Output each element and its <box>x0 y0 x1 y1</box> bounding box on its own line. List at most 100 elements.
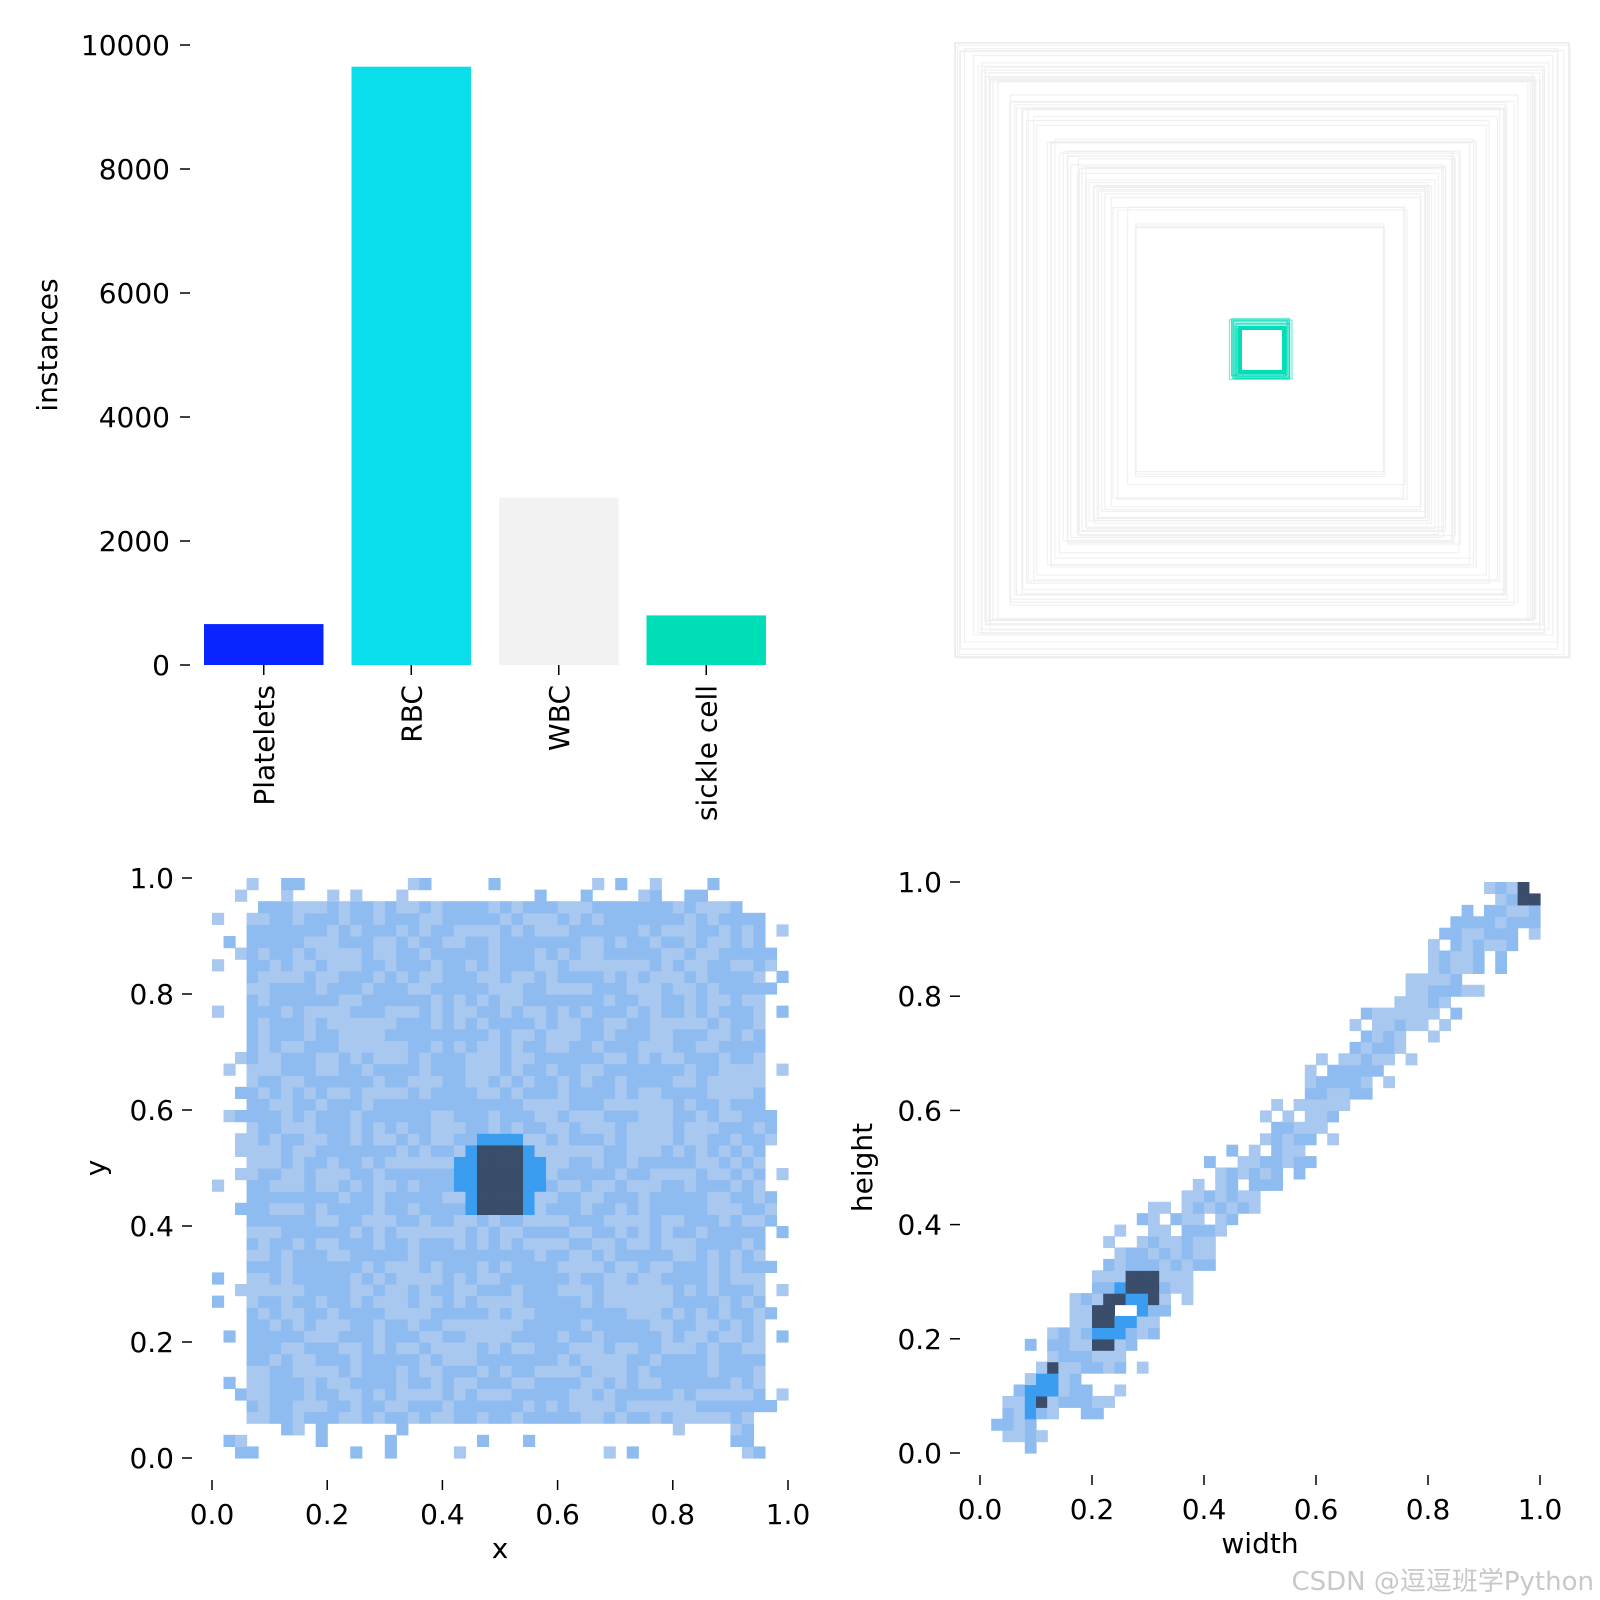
histogram-cell <box>695 1098 708 1111</box>
histogram-cell <box>580 1226 593 1239</box>
histogram-cell <box>546 1191 559 1204</box>
histogram-cell <box>649 1191 662 1204</box>
histogram-cell <box>638 1017 651 1030</box>
histogram-cell <box>534 1191 547 1204</box>
histogram-cell <box>407 1330 420 1343</box>
histogram-cell <box>1226 1167 1239 1180</box>
histogram-cell <box>580 1237 593 1250</box>
histogram-cell <box>546 1353 559 1366</box>
histogram-cell <box>407 994 420 1007</box>
histogram-cell <box>1416 984 1429 997</box>
histogram-cell <box>1215 1201 1227 1214</box>
histogram-cell <box>350 1260 363 1273</box>
histogram-cell <box>442 1040 455 1053</box>
histogram-cell <box>741 1214 755 1227</box>
histogram-cell <box>373 1284 386 1297</box>
label-box <box>1046 142 1470 566</box>
histogram-cell <box>407 959 420 972</box>
histogram-cell <box>1405 984 1418 997</box>
histogram-cell <box>258 1202 271 1215</box>
histogram-cell <box>373 1307 386 1320</box>
histogram-cell <box>453 1040 467 1053</box>
histogram-cell <box>569 1295 582 1308</box>
histogram-cell <box>1036 1395 1048 1408</box>
histogram-cell <box>246 1017 259 1030</box>
histogram-cell <box>269 1400 282 1413</box>
histogram-cell <box>1069 1293 1082 1306</box>
histogram-cell <box>661 924 674 937</box>
histogram-cell <box>488 1342 501 1355</box>
histogram-cell <box>396 994 409 1007</box>
histogram-cell <box>373 1237 386 1250</box>
histogram-cell <box>338 1110 351 1123</box>
histogram-cell <box>707 1353 720 1366</box>
histogram-cell <box>511 982 524 995</box>
histogram-cell <box>430 1028 443 1041</box>
histogram-cell <box>615 970 628 983</box>
histogram-cell <box>396 1388 409 1401</box>
histogram-cell <box>361 1284 374 1297</box>
histogram-cell <box>453 912 467 925</box>
histogram-cell <box>442 1260 455 1273</box>
histogram-cell <box>281 1086 294 1099</box>
histogram-cell <box>523 1284 536 1297</box>
histogram-cell <box>269 1144 282 1157</box>
histogram-cell <box>1394 1019 1407 1032</box>
histogram-cell <box>327 1318 340 1331</box>
histogram-cell <box>281 1237 294 1250</box>
histogram-cell <box>741 982 755 995</box>
histogram-cell <box>269 1191 282 1204</box>
label-box <box>1112 206 1405 499</box>
histogram-cell <box>281 1318 294 1331</box>
histogram-cell <box>327 1098 340 1111</box>
histogram-cell <box>304 1284 317 1297</box>
histogram-cell <box>292 1028 305 1041</box>
histogram-cell <box>569 1144 582 1157</box>
histogram-cell <box>753 924 766 937</box>
histogram-cell <box>1293 1144 1306 1157</box>
histogram-cell <box>511 1353 524 1366</box>
histogram-cell <box>661 970 674 983</box>
histogram-cell <box>430 959 443 972</box>
label-box <box>1036 124 1487 576</box>
histogram-cell <box>534 1005 547 1018</box>
histogram-cell <box>407 947 420 960</box>
histogram-cell <box>695 1028 708 1041</box>
histogram-cell <box>1159 1304 1171 1317</box>
histogram-cell <box>453 1098 467 1111</box>
histogram-cell <box>453 1272 467 1285</box>
histogram-cell <box>753 1005 766 1018</box>
histogram-cell <box>292 994 305 1007</box>
histogram-cell <box>465 1376 478 1389</box>
histogram-cell <box>1058 1350 1071 1363</box>
histogram-cell <box>304 947 317 960</box>
histogram-cell <box>419 1156 432 1169</box>
histogram-cell <box>442 1017 455 1030</box>
histogram-cell <box>258 1342 271 1355</box>
histogram-cell <box>361 1168 374 1181</box>
histogram-cell <box>281 878 294 891</box>
histogram-cell <box>350 994 363 1007</box>
histogram-cell <box>246 1191 259 1204</box>
histogram-cell <box>361 982 374 995</box>
x-axis-label: x <box>492 1532 509 1565</box>
label-box <box>984 66 1544 626</box>
histogram-cell <box>1383 1030 1395 1043</box>
histogram-cell <box>730 1365 743 1378</box>
histogram-cell <box>730 1040 743 1053</box>
histogram-cell <box>269 1295 282 1308</box>
histogram-cell <box>730 1434 743 1447</box>
histogram-cell <box>1092 1315 1104 1328</box>
histogram-cell <box>707 1214 720 1227</box>
histogram-cell <box>695 1237 708 1250</box>
histogram-cell <box>718 1040 731 1053</box>
histogram-cell <box>615 1133 628 1146</box>
histogram-cell <box>776 1168 789 1181</box>
histogram-cell <box>396 1365 409 1378</box>
histogram-cell <box>626 1156 639 1169</box>
histogram-cell <box>384 1214 397 1227</box>
histogram-cell <box>442 1028 455 1041</box>
histogram-cell <box>1181 1236 1194 1249</box>
histogram-cell <box>304 1330 317 1343</box>
histogram-cell <box>672 1295 685 1308</box>
